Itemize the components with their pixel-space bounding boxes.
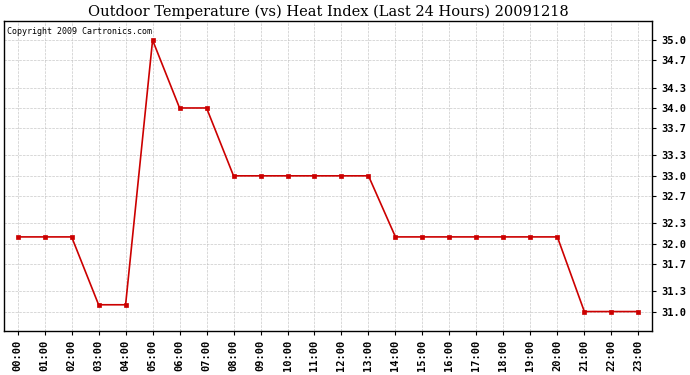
- Text: Copyright 2009 Cartronics.com: Copyright 2009 Cartronics.com: [8, 27, 152, 36]
- Title: Outdoor Temperature (vs) Heat Index (Last 24 Hours) 20091218: Outdoor Temperature (vs) Heat Index (Las…: [88, 4, 569, 18]
